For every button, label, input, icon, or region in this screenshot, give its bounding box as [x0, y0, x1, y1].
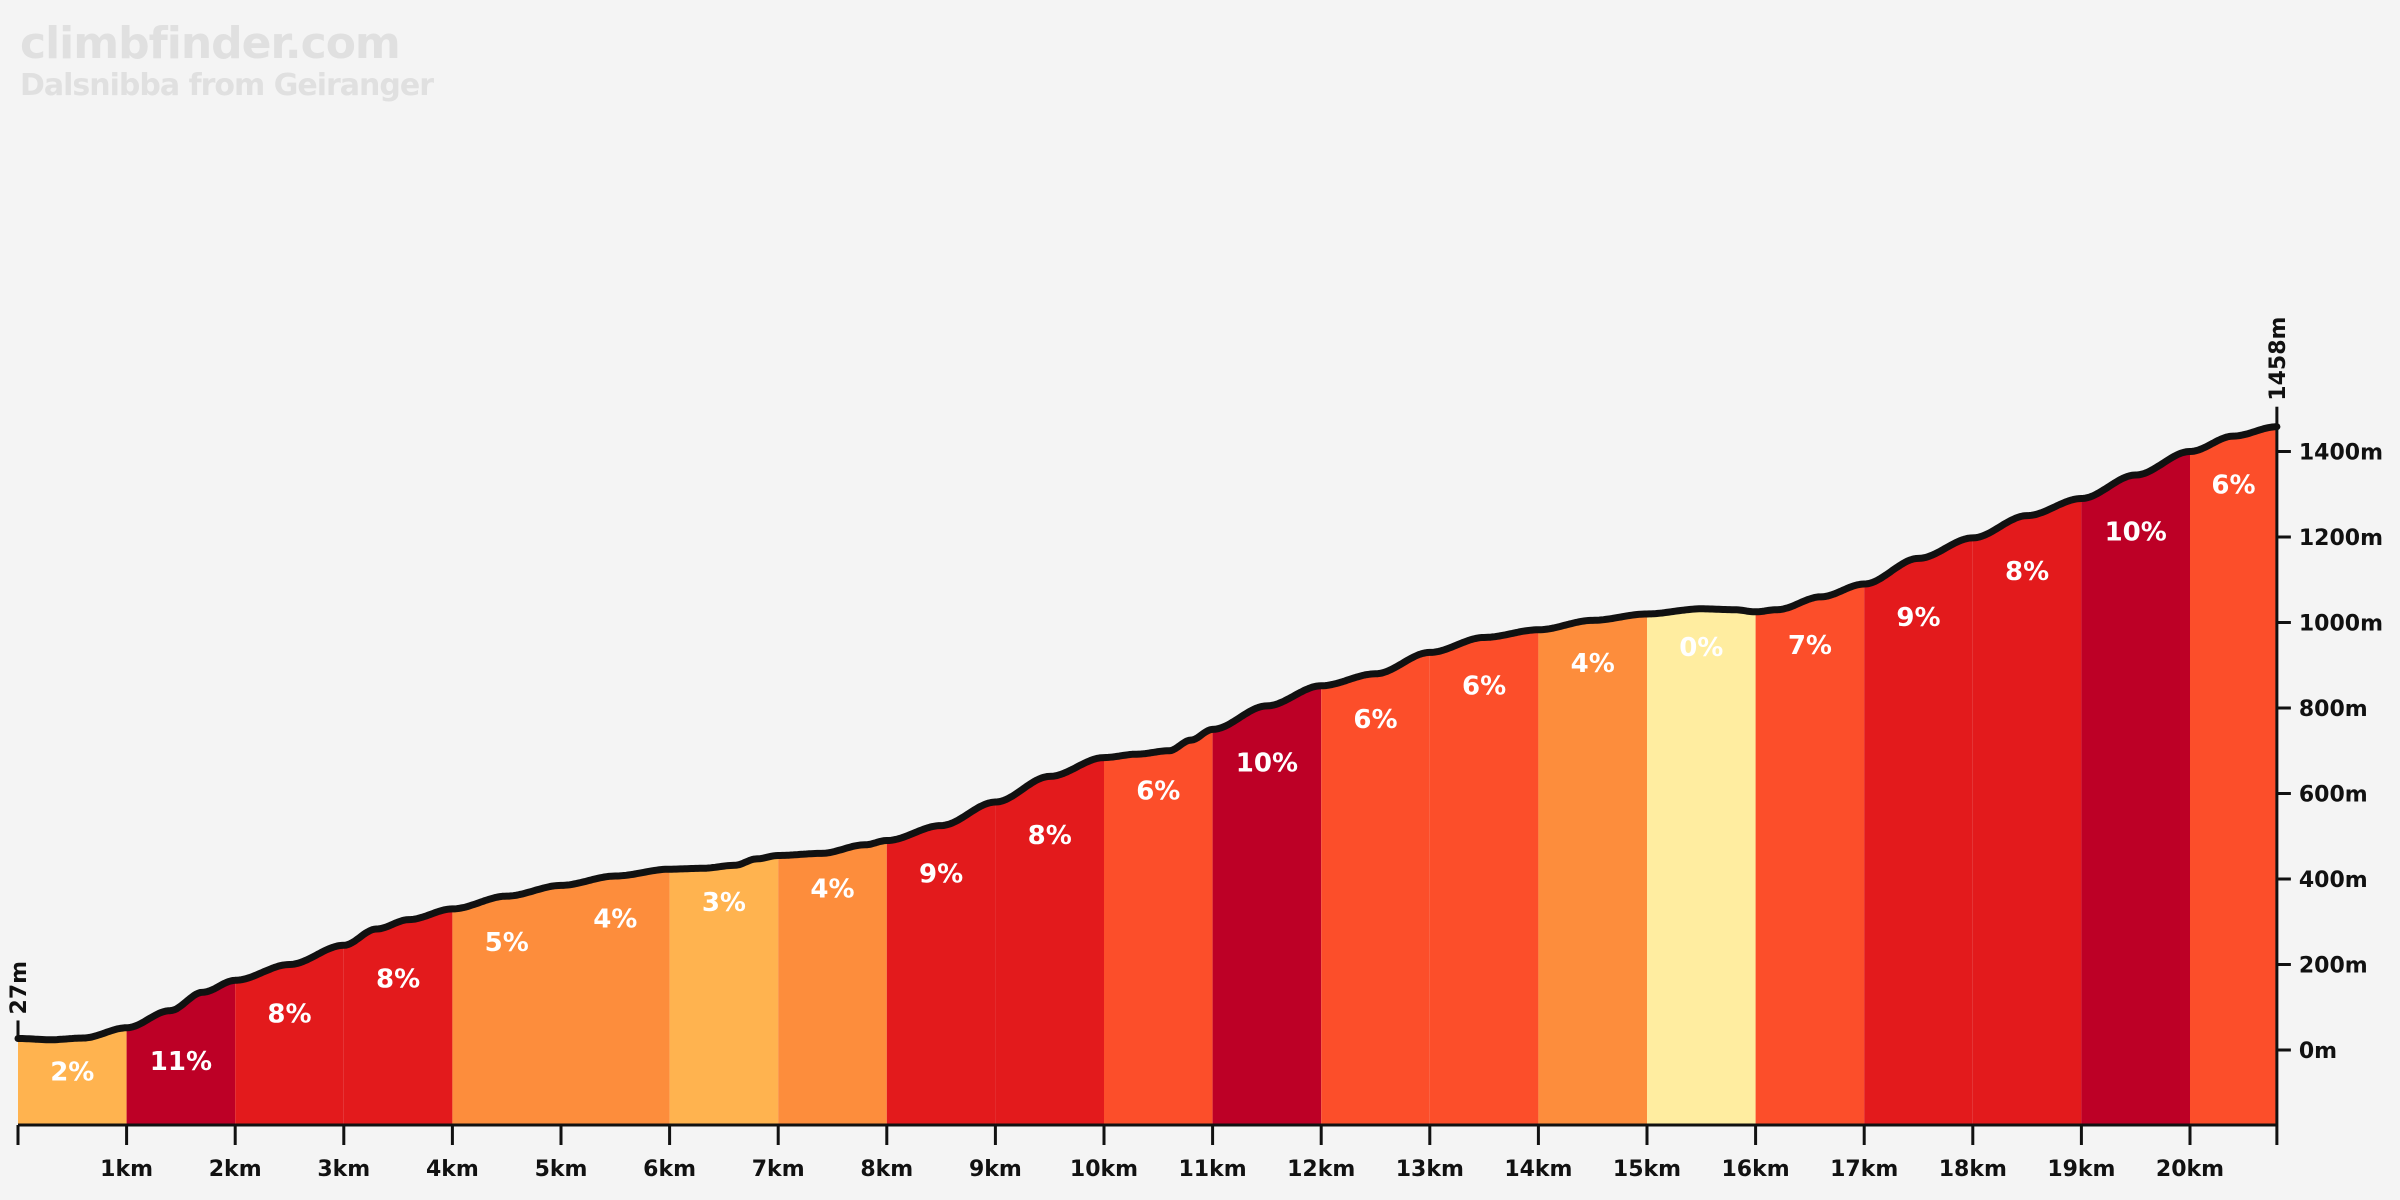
- x-tick-label: 1km: [100, 1157, 153, 1182]
- gradient-label: 2%: [50, 1057, 94, 1087]
- gradient-label: 6%: [2211, 471, 2255, 501]
- gradient-label: 4%: [810, 874, 854, 904]
- x-tick-label: 17km: [1830, 1157, 1898, 1182]
- gradient-label: 11%: [150, 1047, 212, 1077]
- start-elevation-label: 27m: [7, 961, 32, 1015]
- y-tick-label: 1000m: [2299, 612, 2383, 637]
- y-tick-label: 0m: [2299, 1039, 2337, 1064]
- gradient-segment: [995, 757, 1104, 1125]
- gradient-segment: [886, 802, 996, 1125]
- gradient-segment: [452, 885, 561, 1125]
- x-tick-label: 9km: [969, 1157, 1022, 1182]
- gradient-segment: [778, 840, 887, 1125]
- gradient-segment: [235, 945, 344, 1125]
- gradient-label: 9%: [919, 860, 963, 890]
- gradient-segment: [1212, 685, 1322, 1125]
- gradient-label: 9%: [1896, 603, 1940, 633]
- x-tick-label: 12km: [1287, 1157, 1355, 1182]
- end-elevation-label: 1458m: [2266, 317, 2291, 401]
- gradient-label: 6%: [1462, 671, 1506, 701]
- gradient-segment: [1104, 729, 1213, 1125]
- x-tick-label: 3km: [317, 1157, 370, 1182]
- chart-title: Dalsnibba from Geiranger: [20, 68, 434, 103]
- y-tick-label: 1200m: [2299, 526, 2383, 551]
- gradient-label: 8%: [1028, 821, 1072, 851]
- x-tick-label: 18km: [1939, 1157, 2007, 1182]
- x-tick-label: 2km: [209, 1157, 262, 1182]
- gradient-label: 7%: [1788, 631, 1832, 661]
- y-tick-label: 200m: [2299, 954, 2368, 979]
- y-tick-label: 1400m: [2299, 441, 2383, 466]
- y-tick-label: 400m: [2299, 868, 2368, 893]
- x-tick-label: 15km: [1613, 1157, 1681, 1182]
- gradient-label: 4%: [593, 904, 637, 934]
- x-tick-label: 6km: [643, 1157, 696, 1182]
- gradient-segment: [2081, 451, 2190, 1125]
- gradient-segment: [1647, 608, 1756, 1125]
- gradient-segment: [669, 855, 779, 1125]
- gradient-segment: [1972, 498, 2082, 1125]
- x-tick-label: 20km: [2156, 1157, 2224, 1182]
- y-tick-label: 800m: [2299, 697, 2368, 722]
- x-tick-label: 11km: [1179, 1157, 1247, 1182]
- gradient-segment: [561, 869, 670, 1125]
- gradient-segment: [1429, 629, 1539, 1125]
- x-tick-label: 4km: [426, 1157, 479, 1182]
- gradient-segment: [1864, 537, 1973, 1125]
- x-tick-label: 5km: [535, 1157, 588, 1182]
- gradient-label: 6%: [1136, 777, 1180, 807]
- x-tick-label: 10km: [1070, 1157, 1138, 1182]
- gradient-label: 6%: [1353, 705, 1397, 735]
- x-tick-label: 16km: [1722, 1157, 1790, 1182]
- gradient-segment: [2190, 426, 2277, 1125]
- gradient-segment: [343, 908, 453, 1125]
- x-tick-label: 7km: [752, 1157, 805, 1182]
- gradient-segment: [18, 1027, 127, 1125]
- gradient-segment: [1538, 614, 1647, 1125]
- gradient-label: 8%: [2005, 557, 2049, 587]
- gradient-label: 4%: [1571, 649, 1615, 679]
- gradient-label: 5%: [485, 928, 529, 958]
- gradient-label: 10%: [1236, 748, 1298, 778]
- gradient-label: 8%: [376, 964, 420, 994]
- gradient-label: 10%: [2105, 518, 2167, 548]
- x-tick-label: 13km: [1396, 1157, 1464, 1182]
- gradient-segment: [1755, 584, 1865, 1125]
- brand-logo: climbfinder.com: [20, 18, 401, 69]
- gradient-label: 8%: [267, 999, 311, 1029]
- y-tick-label: 600m: [2299, 783, 2368, 808]
- x-tick-label: 19km: [2047, 1157, 2115, 1182]
- profile-line: [14, 423, 2281, 1044]
- gradient-segment: [1321, 652, 1430, 1125]
- x-tick-label: 8km: [860, 1157, 913, 1182]
- x-tick-label: 14km: [1504, 1157, 1572, 1182]
- gradient-label: 3%: [702, 888, 746, 918]
- gradient-label: 0%: [1679, 633, 1723, 663]
